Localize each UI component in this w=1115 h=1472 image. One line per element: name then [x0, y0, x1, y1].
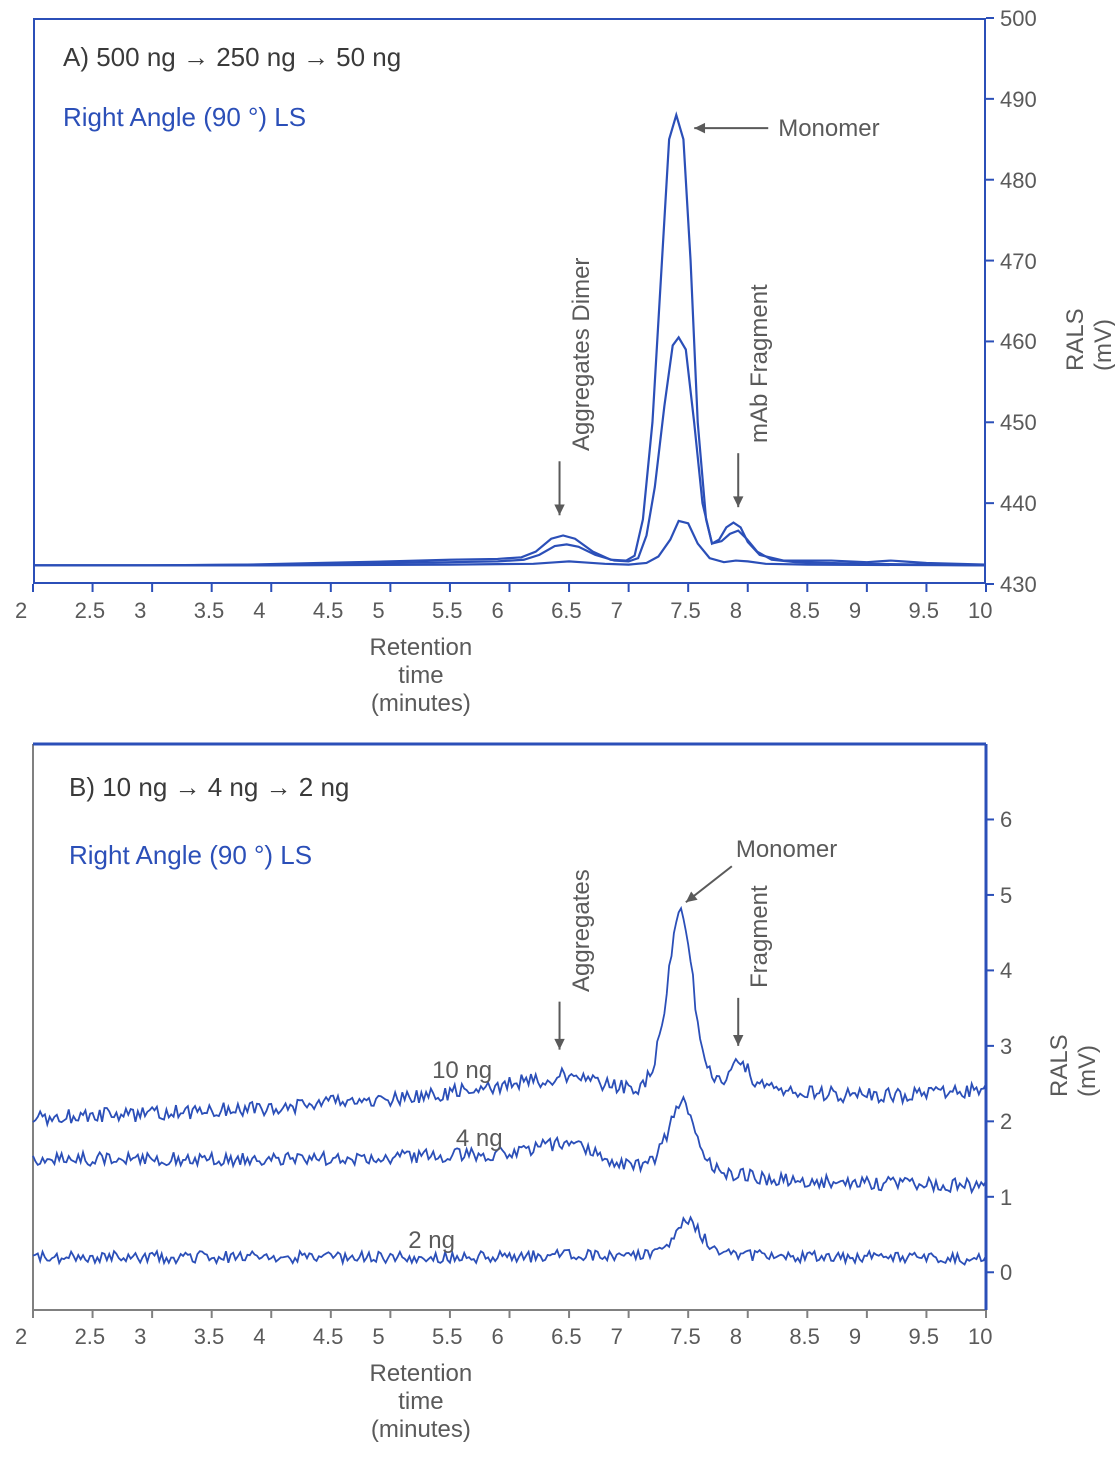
- x-tick-label: 6: [492, 1324, 504, 1350]
- x-tick-label: 2.5: [75, 1324, 106, 1350]
- x-tick-label: 4.5: [313, 1324, 344, 1350]
- panel-b-title: B) 10 ng → 4 ng → 2 ng: [69, 772, 349, 803]
- y-tick-label: 5: [1000, 883, 1012, 909]
- panel-b-detector-label: Right Angle (90 °) LS: [69, 840, 312, 871]
- x-tick-label: 3.5: [194, 1324, 225, 1350]
- panel-b-plot: [0, 0, 1115, 1472]
- x-tick-label: 2: [15, 1324, 27, 1350]
- trace-4ng: [33, 1097, 986, 1192]
- y-tick-label: 1: [1000, 1185, 1012, 1211]
- x-tick-label: 5.5: [432, 1324, 463, 1350]
- y-tick-label: 2: [1000, 1109, 1012, 1135]
- trace-label-4ng: 4 ng: [456, 1125, 503, 1153]
- panel-b-y-label: RALS (mV): [1046, 1034, 1102, 1097]
- x-tick-label: 3: [134, 1324, 146, 1350]
- trace-10ng: [33, 908, 986, 1124]
- panel-b-x-label: Retention time (minutes): [370, 1360, 473, 1444]
- figure: { "figure": { "width_px": 1115, "height_…: [0, 0, 1115, 1472]
- trace-2ng: [33, 1217, 986, 1264]
- trace-label-2ng: 2 ng: [408, 1227, 455, 1255]
- y-tick-label: 0: [1000, 1260, 1012, 1286]
- peak-label-monomer-b: Monomer: [736, 836, 837, 864]
- x-tick-label: 6.5: [551, 1324, 582, 1350]
- x-tick-label: 5: [372, 1324, 384, 1350]
- peak-label-aggregates: Aggregates: [568, 869, 596, 992]
- x-tick-label: 8: [730, 1324, 742, 1350]
- x-tick-label: 4: [253, 1324, 265, 1350]
- peak-label-fragment: Fragment: [746, 885, 774, 988]
- trace-label-10ng: 10 ng: [432, 1057, 492, 1085]
- x-tick-label: 10: [968, 1324, 992, 1350]
- x-tick-label: 9: [849, 1324, 861, 1350]
- y-tick-label: 6: [1000, 807, 1012, 833]
- y-tick-label: 3: [1000, 1034, 1012, 1060]
- y-tick-label: 4: [1000, 958, 1012, 984]
- x-tick-label: 7: [611, 1324, 623, 1350]
- x-tick-label: 8.5: [789, 1324, 820, 1350]
- x-tick-label: 9.5: [908, 1324, 939, 1350]
- x-tick-label: 7.5: [670, 1324, 701, 1350]
